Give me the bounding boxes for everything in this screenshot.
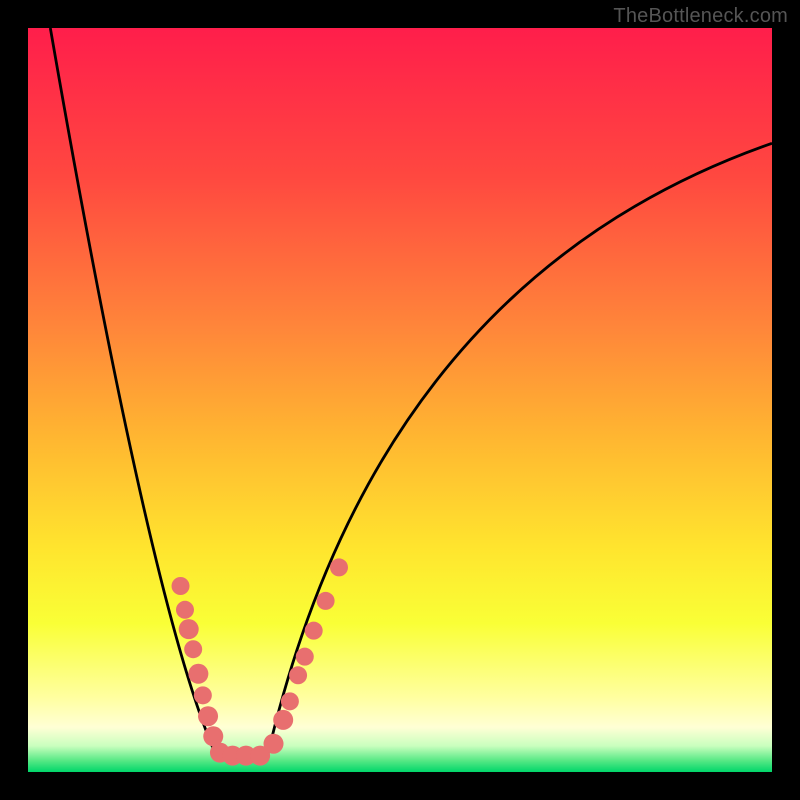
data-marker [289, 666, 307, 684]
data-marker [184, 640, 202, 658]
chart-background [28, 28, 772, 772]
data-marker [281, 692, 299, 710]
data-marker [317, 592, 335, 610]
data-marker [179, 619, 199, 639]
chart-container: TheBottleneck.com [0, 0, 800, 800]
data-marker [198, 706, 218, 726]
data-marker [264, 734, 284, 754]
data-marker [194, 686, 212, 704]
data-marker [176, 601, 194, 619]
data-marker [296, 648, 314, 666]
curve-chart [0, 0, 800, 800]
data-marker [188, 664, 208, 684]
data-marker [273, 710, 293, 730]
data-marker [305, 622, 323, 640]
data-marker [330, 558, 348, 576]
watermark-text: TheBottleneck.com [613, 5, 788, 28]
data-marker [172, 577, 190, 595]
